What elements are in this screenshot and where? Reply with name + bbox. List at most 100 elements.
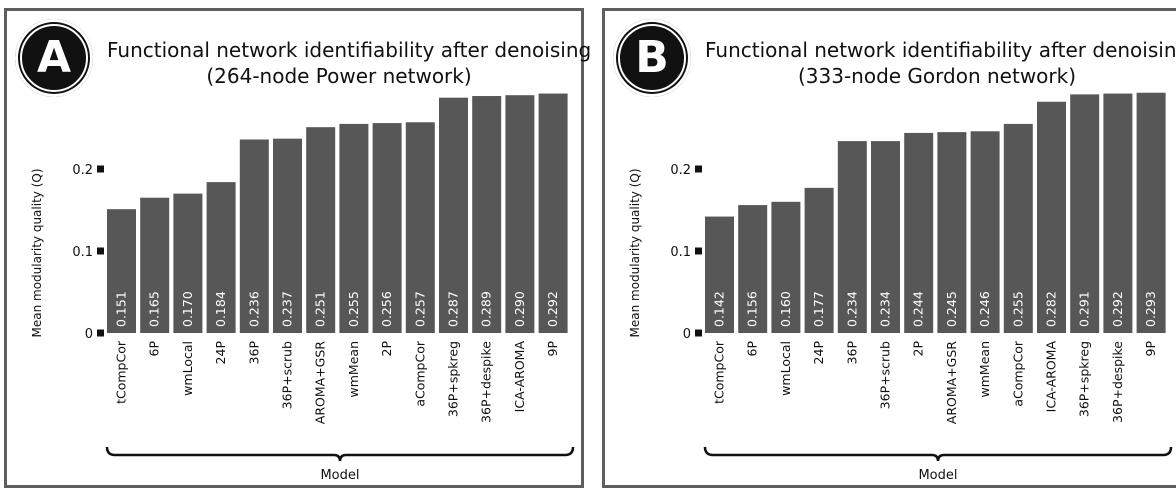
bar	[405, 122, 435, 333]
x-tick-label: 9P	[1143, 341, 1158, 357]
bar	[1070, 94, 1100, 333]
x-tick-label: 6P	[745, 341, 760, 357]
x-tick-label: tCompCor	[712, 340, 727, 404]
bar-value-label: 0.142	[712, 291, 727, 327]
chart-title-line1: Functional network identifiability after…	[705, 38, 1176, 62]
bar	[472, 96, 502, 334]
panel-b: B Functional network identifiability aft…	[602, 8, 1176, 488]
bar	[1136, 92, 1166, 334]
y-tick-label: 0.1	[72, 245, 93, 260]
x-tick-label: 24P	[811, 341, 826, 365]
bar	[206, 182, 236, 333]
x-tick-label: AROMA+GSR	[313, 341, 328, 425]
bar-value-label: 0.256	[379, 291, 394, 327]
x-tick-label: 36P+scrub	[280, 341, 295, 409]
x-tick-label: 9P	[545, 341, 560, 357]
x-axis-label: Model	[320, 468, 359, 483]
bar	[804, 187, 834, 333]
bar-value-label: 0.184	[213, 291, 228, 327]
bar	[837, 141, 867, 333]
panel-badge-letter: B	[635, 32, 669, 83]
bar-value-label: 0.289	[479, 291, 494, 327]
y-tick-label: 0	[683, 327, 691, 342]
y-tick-mark	[695, 329, 702, 337]
bar-value-label: 0.177	[811, 291, 826, 327]
bar	[439, 97, 468, 333]
bar-value-label: 0.156	[745, 291, 760, 327]
bar-value-label: 0.292	[545, 291, 560, 327]
bar	[505, 95, 535, 333]
bar-value-label: 0.160	[778, 291, 793, 327]
bar-value-label: 0.291	[1077, 291, 1092, 327]
bar-value-label: 0.236	[246, 291, 261, 327]
bar-chart-b: Mean modularity quality (Q) 0 0.1 0.2 0.142 t…	[628, 92, 1173, 483]
bar	[1003, 123, 1033, 334]
bar	[140, 197, 170, 333]
x-tick-label: ICA-AROMA	[1044, 341, 1059, 413]
y-tick-label: 0.2	[670, 163, 691, 178]
bar	[1103, 93, 1133, 333]
bar-value-label: 0.290	[512, 291, 527, 327]
bar	[538, 93, 568, 333]
x-tick-label: wmLocal	[778, 341, 793, 396]
x-tick-label: 36P	[246, 341, 261, 365]
bar-value-label: 0.244	[911, 291, 926, 327]
bar-chart-a: Mean modularity quality (Q) 0 0.1 0.2 0.151 t…	[30, 93, 575, 483]
y-tick-mark	[97, 165, 104, 173]
x-axis-label: Model	[918, 468, 957, 483]
bar-value-label: 0.237	[280, 291, 295, 327]
y-tick-label: 0	[85, 327, 93, 342]
y-tick-mark	[97, 247, 104, 255]
y-tick-label: 0.1	[670, 245, 691, 260]
bar-value-label: 0.245	[944, 291, 959, 327]
bar	[937, 132, 967, 333]
y-tick-mark	[97, 329, 104, 337]
bar-value-label: 0.234	[844, 291, 859, 327]
bar	[239, 139, 269, 333]
y-tick-label: 0.2	[72, 163, 93, 178]
panel-badge: B	[613, 19, 691, 97]
bar	[306, 127, 336, 334]
bar	[1037, 101, 1066, 333]
bar-value-label: 0.170	[180, 291, 195, 327]
x-tick-label: 6P	[147, 341, 162, 357]
bar-value-label: 0.255	[346, 291, 361, 327]
bar	[738, 205, 768, 333]
x-tick-label: 2P	[911, 341, 926, 357]
bar-value-label: 0.257	[412, 291, 427, 327]
bar-value-label: 0.246	[977, 291, 992, 327]
y-tick-mark	[695, 165, 702, 173]
panel-badge: A	[15, 19, 93, 97]
bar-value-label: 0.165	[147, 291, 162, 327]
bar	[771, 201, 801, 333]
bar	[705, 216, 734, 333]
x-tick-label: 36P+spkreg	[1077, 341, 1092, 417]
x-tick-label: 24P	[213, 341, 228, 365]
bar	[273, 138, 302, 333]
panel-a: A Functional network identifiability aft…	[4, 8, 592, 488]
bar-value-label: 0.251	[313, 291, 328, 327]
bar	[339, 123, 369, 334]
y-tick-mark	[695, 247, 702, 255]
x-tick-label: 36P+spkreg	[446, 341, 461, 417]
x-tick-label: 36P+scrub	[878, 341, 893, 409]
bar-value-label: 0.151	[114, 291, 129, 327]
x-tick-label: 36P+despike	[1110, 341, 1125, 423]
bar-value-label: 0.287	[446, 291, 461, 327]
chart-title: Functional network identifiability after…	[107, 37, 592, 89]
chart-title-line2: (333-node Gordon network)	[797, 64, 1077, 88]
chart-title-line1: Functional network identifiability after…	[107, 38, 592, 62]
bar-value-label: 0.255	[1010, 291, 1025, 327]
x-tick-label: wmLocal	[180, 341, 195, 396]
x-tick-label: wmMean	[977, 341, 992, 397]
x-axis-bracket	[703, 446, 1173, 462]
chart-title-line2: (264-node Power network)	[206, 64, 472, 88]
x-tick-label: 2P	[379, 341, 394, 357]
bar-value-label: 0.292	[1110, 291, 1125, 327]
x-tick-label: aCompCor	[412, 340, 427, 407]
x-tick-label: tCompCor	[114, 340, 129, 404]
x-tick-label: ICA-AROMA	[512, 341, 527, 413]
x-tick-label: 36P+despike	[479, 341, 494, 423]
bar	[372, 123, 402, 333]
y-axis-label: Mean modularity quality (Q)	[30, 168, 44, 337]
